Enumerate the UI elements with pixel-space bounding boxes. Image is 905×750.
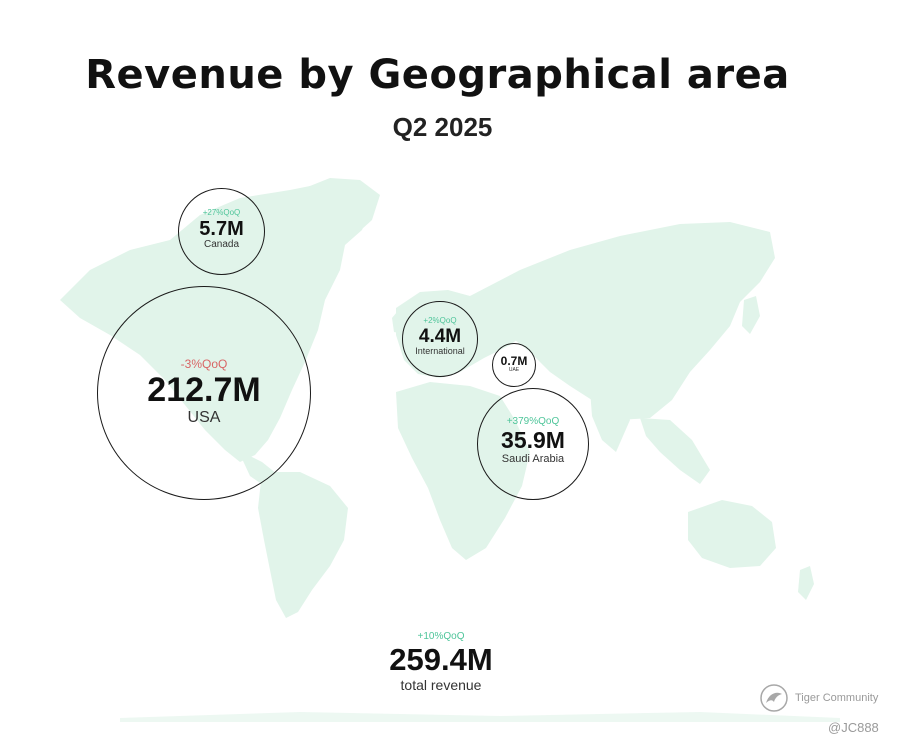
usa-qoq: -3%QoQ bbox=[180, 357, 228, 371]
bubble-usa-content: -3%QoQ 212.7M USA bbox=[97, 358, 311, 426]
canada-value: 5.7M bbox=[199, 218, 244, 240]
uae-value: 0.7M bbox=[500, 354, 528, 368]
canada-name: Canada bbox=[203, 239, 240, 250]
watermark-brand: Tiger Community bbox=[795, 692, 879, 704]
uae-name: UAE bbox=[508, 367, 520, 373]
south-america-landmass bbox=[258, 472, 348, 618]
new-zealand-landmass bbox=[798, 566, 814, 600]
saudi-arabia-qoq: +379%QoQ bbox=[506, 416, 560, 427]
total-qoq: +10%QoQ bbox=[417, 631, 465, 642]
page-title: Revenue by Geographical area bbox=[85, 52, 790, 98]
usa-value: 212.7M bbox=[147, 371, 261, 409]
page-subtitle: Q2 2025 bbox=[392, 112, 493, 142]
total-label: total revenue bbox=[400, 677, 482, 693]
india-landmass bbox=[590, 390, 630, 452]
bubble-usa bbox=[97, 286, 311, 500]
bubble-international-content: +2%QoQ 4.4M International bbox=[402, 317, 478, 356]
canada-qoq: +27%QoQ bbox=[202, 208, 241, 217]
international-value: 4.4M bbox=[418, 326, 462, 347]
saudi-arabia-name: Saudi Arabia bbox=[501, 453, 565, 465]
bubble-saudi-arabia bbox=[477, 388, 589, 500]
asia-landmass bbox=[470, 222, 775, 420]
japan-landmass bbox=[742, 296, 760, 334]
total-revenue: +10%QoQ 259.4M total revenue bbox=[341, 631, 541, 693]
greenland-landmass bbox=[300, 178, 380, 238]
bubble-uae bbox=[492, 343, 536, 387]
bubble-saudi-arabia-content: +379%QoQ 35.9M Saudi Arabia bbox=[477, 417, 589, 465]
bubble-uae-content: 0.7M UAE bbox=[492, 355, 536, 373]
saudi-arabia-value: 35.9M bbox=[501, 427, 565, 453]
international-qoq: +2%QoQ bbox=[423, 316, 457, 325]
bubble-international bbox=[402, 301, 478, 377]
total-value: 259.4M bbox=[389, 642, 493, 677]
antarctica-hint bbox=[120, 712, 840, 722]
bubble-canada bbox=[178, 188, 265, 275]
watermark-handle: @JC888 bbox=[828, 720, 879, 735]
international-name: International bbox=[415, 346, 465, 356]
usa-name: USA bbox=[187, 409, 221, 426]
southeast-asia-landmass bbox=[640, 418, 710, 484]
tiger-community-logo-icon bbox=[760, 684, 788, 712]
australia-landmass bbox=[688, 500, 776, 568]
bubble-canada-content: +27%QoQ 5.7M Canada bbox=[178, 209, 265, 250]
